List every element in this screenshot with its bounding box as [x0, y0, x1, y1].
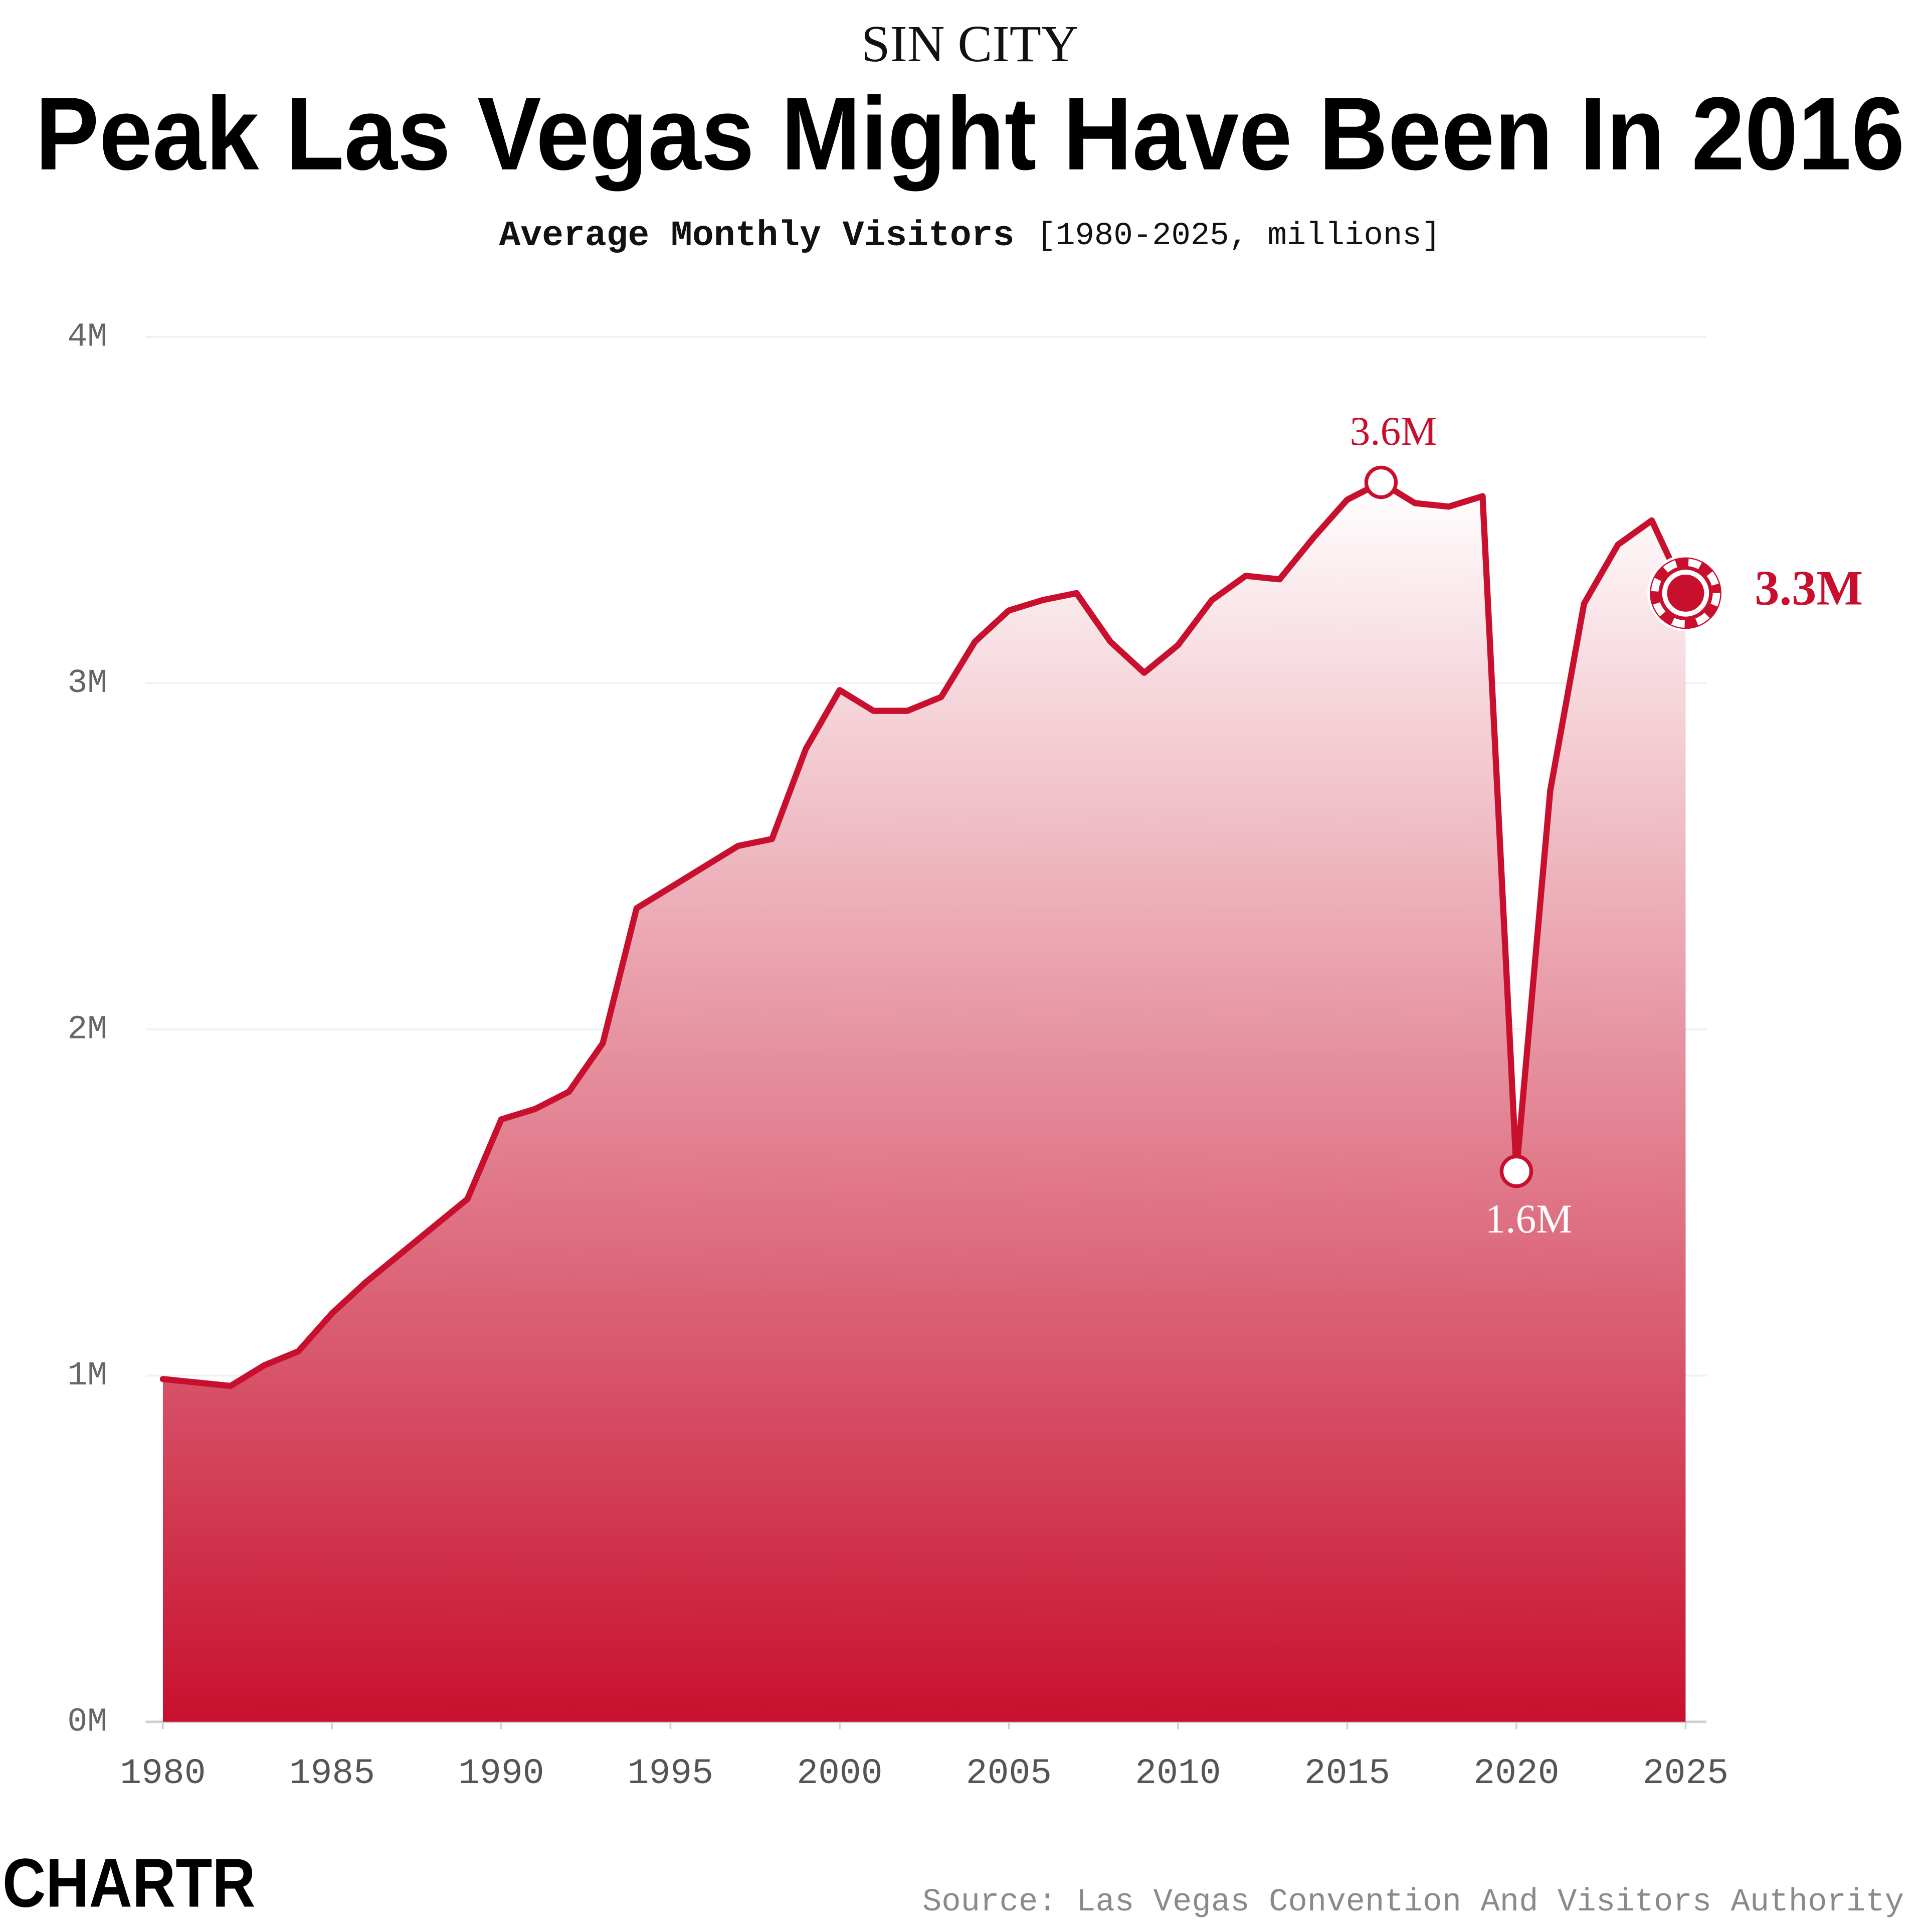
y-tick-label: 0M — [67, 1703, 107, 1740]
value-label: 1.6M — [1485, 1196, 1573, 1242]
point-marker — [1364, 465, 1398, 499]
value-label: 3.3M — [1755, 561, 1863, 616]
line — [159, 479, 1689, 1389]
kicker: SIN CITY — [861, 16, 1079, 73]
subtitle: Average Monthly Visitors [1980-2025, mill… — [499, 216, 1441, 256]
x-tick-label: 2005 — [966, 1754, 1052, 1794]
y-tick-label: 4M — [67, 318, 107, 356]
x-tick-label: 1985 — [289, 1754, 375, 1794]
chip-edge — [1651, 559, 1720, 628]
subtitle-main: Average Monthly Visitors — [499, 216, 1014, 256]
point-marker — [1499, 1154, 1533, 1188]
logo: CHARTR — [3, 1845, 256, 1922]
chip-ring — [1662, 570, 1709, 617]
x-tick-label: 1990 — [458, 1754, 544, 1794]
x-tick-label: 2010 — [1135, 1754, 1221, 1794]
subtitle-note: [1980-2025, millions] — [1037, 218, 1441, 254]
y-tick-label: 1M — [67, 1357, 107, 1394]
value-label: 3.6M — [1350, 409, 1437, 454]
x-tick-label: 2020 — [1473, 1754, 1559, 1794]
plot: 0M 1M 2M 3M 4M 1980 1985 1990 1995 2000 2005 2010 20… — [67, 318, 1863, 1794]
x-tick-label: 2000 — [797, 1754, 882, 1794]
chip-marker — [1647, 555, 1724, 632]
chart-title: Peak Las Vegas Might Have Been In 2016 — [35, 76, 1904, 192]
x-tick-label: 2025 — [1643, 1754, 1728, 1794]
source: Source: Las Vegas Convention And Visitor… — [922, 1884, 1904, 1920]
y-tick-label: 3M — [67, 664, 107, 702]
x-tick-label: 1995 — [628, 1754, 713, 1794]
x-tick-label: 1980 — [120, 1754, 206, 1794]
area — [162, 482, 1686, 1722]
y-tick-label: 2M — [67, 1010, 107, 1048]
x-tick-label: 2015 — [1304, 1754, 1390, 1794]
